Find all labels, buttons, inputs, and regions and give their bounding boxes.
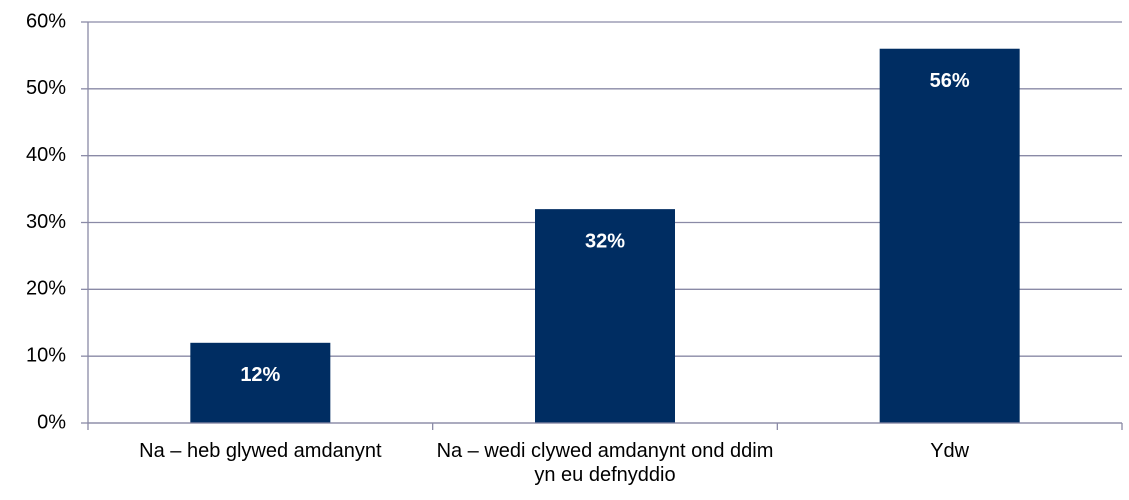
y-tick-label: 30% [26, 211, 66, 233]
y-tick-label: 10% [26, 344, 66, 366]
bar [879, 48, 1020, 423]
bar [535, 209, 675, 423]
x-tick-label: Ydw [930, 440, 970, 462]
value-label: 12% [240, 364, 280, 386]
y-tick-label: 50% [26, 77, 66, 99]
y-tick-label: 20% [26, 278, 66, 300]
value-label: 32% [585, 230, 625, 252]
y-tick-label: 40% [26, 144, 66, 166]
value-label: 56% [930, 70, 970, 92]
y-tick-label: 60% [26, 10, 66, 32]
y-tick-label: 0% [37, 411, 66, 433]
x-tick-label: Na – heb glywed amdanynt [139, 440, 382, 462]
x-tick-label: Na – wedi clywed amdanynt ond ddim yn eu… [436, 440, 774, 486]
bar [190, 342, 331, 423]
